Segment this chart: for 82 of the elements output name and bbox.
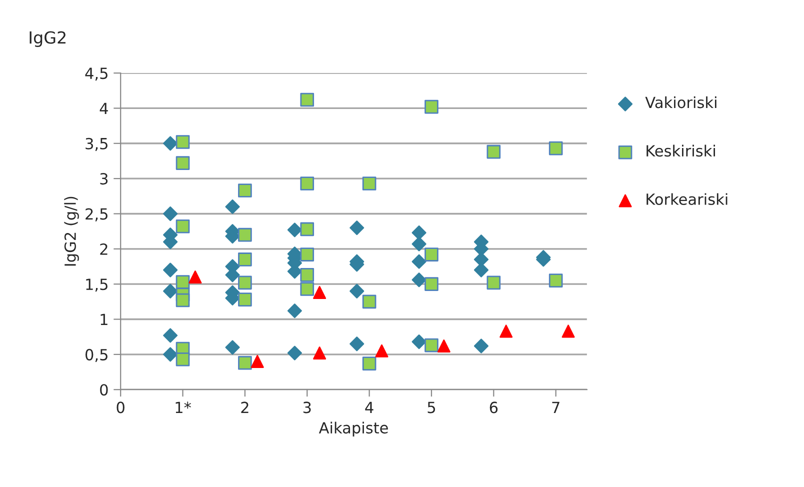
y-tick-label: 1 [100, 314, 108, 326]
point [163, 136, 178, 151]
point [176, 135, 190, 149]
x-tick-label: 7 [552, 402, 560, 414]
point [313, 346, 326, 360]
point [474, 262, 489, 278]
point [300, 268, 314, 282]
point [424, 277, 438, 291]
point [362, 356, 376, 370]
point [225, 199, 240, 214]
legend-label: Korkeariski [646, 193, 728, 206]
point [486, 276, 501, 290]
point [238, 252, 252, 266]
x-tick-label: 5 [428, 402, 436, 414]
point [300, 92, 314, 107]
y-tick-label: 4,5 [85, 68, 108, 81]
point [562, 324, 575, 338]
point [350, 336, 364, 352]
point [176, 156, 190, 170]
point [424, 248, 438, 262]
point [163, 328, 178, 343]
point [548, 141, 563, 156]
point [350, 284, 364, 298]
y-tick-label: 3,5 [86, 138, 108, 151]
point [163, 262, 178, 278]
point [300, 248, 314, 262]
chart-title: IgG2 [30, 31, 66, 48]
point [362, 294, 376, 309]
point [300, 282, 314, 296]
point [500, 324, 513, 338]
y-tick-label: 3 [100, 173, 108, 185]
point [300, 176, 314, 190]
point [548, 274, 563, 288]
point [313, 286, 326, 300]
point [163, 347, 178, 362]
point [300, 222, 314, 236]
point [238, 292, 252, 306]
y-axis-title: IgG2 (g/l) [64, 196, 79, 266]
point [176, 219, 190, 234]
x-tick-label: 1* [176, 402, 191, 414]
x-tick-label: 6 [490, 402, 498, 414]
point [412, 334, 426, 350]
point [474, 338, 489, 354]
y-tick-label: 2 [100, 243, 108, 255]
y-tick-label: 0,5 [86, 348, 108, 362]
point [225, 340, 240, 355]
point [287, 346, 302, 360]
point [287, 304, 302, 318]
legend-label: Vakioriski [645, 96, 716, 108]
point [486, 144, 501, 159]
x-tick-label: 0 [116, 402, 124, 414]
point [238, 228, 252, 242]
point [375, 344, 388, 358]
point [163, 206, 178, 222]
point [188, 270, 202, 284]
y-tick-label: 0 [100, 384, 108, 396]
point [412, 254, 426, 269]
point [412, 236, 426, 252]
point [437, 339, 450, 352]
point [238, 356, 252, 370]
y-tick-label: 1,5 [86, 278, 108, 292]
point [412, 225, 426, 240]
point [176, 352, 190, 366]
point [412, 272, 426, 288]
x-tick-label: 2 [241, 402, 248, 414]
point [176, 293, 190, 308]
legend-label: Keskiriski [646, 144, 715, 157]
point [287, 222, 302, 238]
point [424, 100, 438, 114]
point [350, 220, 364, 236]
x-tick-label: 4 [365, 402, 374, 414]
x-axis-title: Aikapiste [318, 422, 388, 437]
point [474, 252, 489, 267]
point [250, 354, 264, 368]
y-tick-label: 2,5 [86, 208, 108, 222]
y-tick-label: 4 [100, 102, 108, 114]
point [238, 276, 252, 290]
point [424, 338, 438, 352]
point [238, 184, 252, 198]
point [362, 176, 376, 190]
point [163, 284, 178, 298]
x-tick-label: 3 [303, 402, 311, 414]
